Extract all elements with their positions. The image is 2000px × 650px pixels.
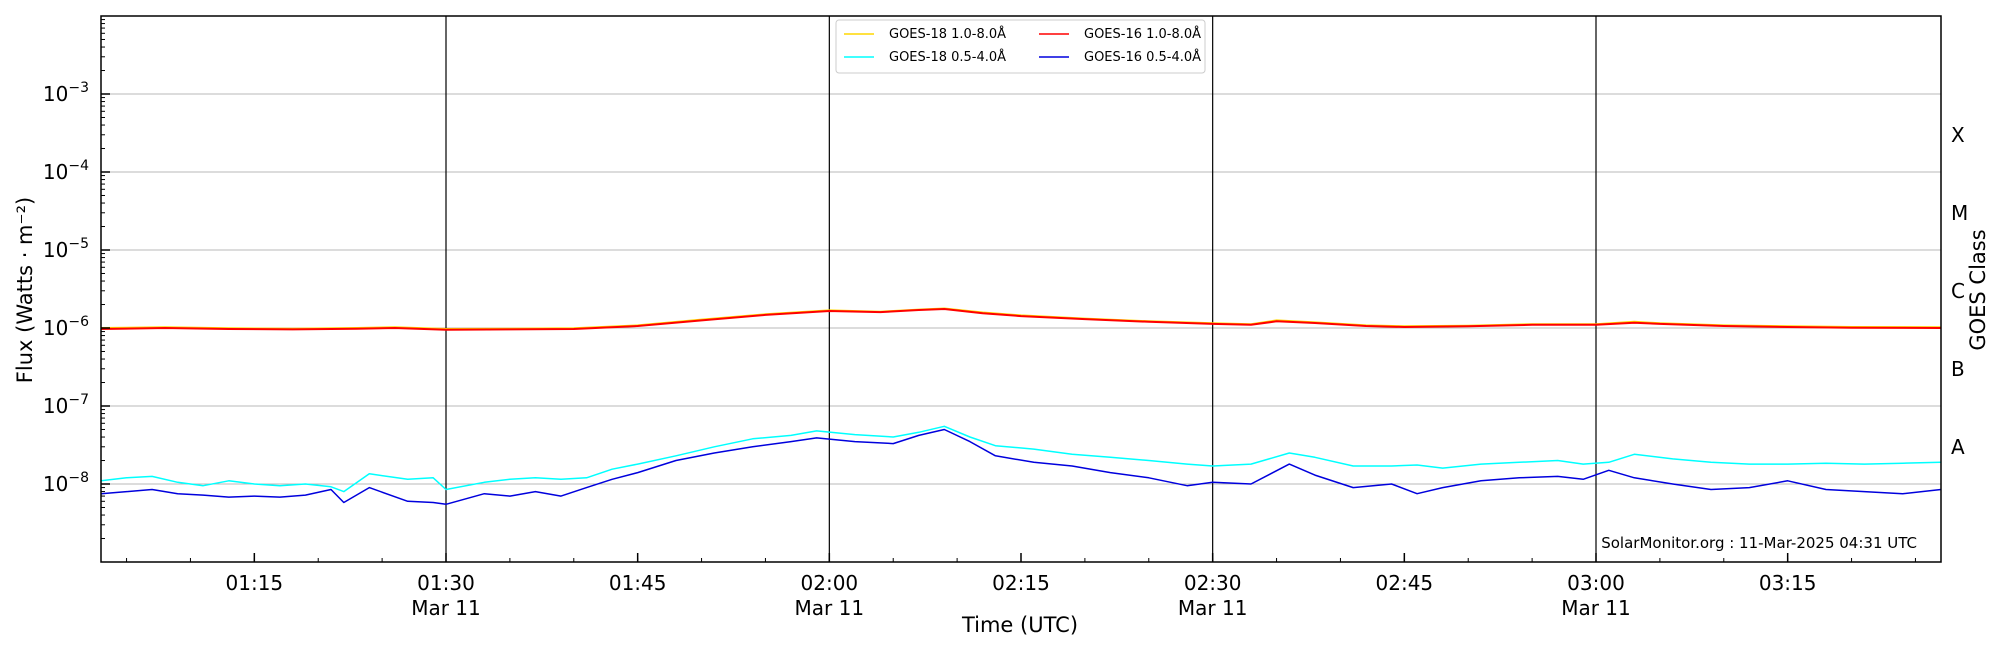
legend-label: GOES-18 0.5-4.0Å: [889, 49, 1006, 65]
goes-class-label: B: [1951, 357, 1965, 381]
series-line: [100, 307, 1942, 330]
goes-class-label: A: [1951, 435, 1965, 459]
y-axis-title: Flux (Watts · m⁻²): [13, 197, 37, 383]
series-line: [100, 308, 1942, 331]
y-tick-label: 10−5: [43, 236, 89, 262]
series-line: [100, 428, 1942, 506]
credit-text: SolarMonitor.org : 11-Mar-2025 04:31 UTC: [1601, 534, 1917, 552]
legend-label: GOES-16 1.0-8.0Å: [1084, 26, 1201, 42]
goes-class-labels: A B C M X: [1951, 123, 1968, 459]
y-tick-label: 10−3: [43, 80, 89, 106]
y-tick-label: 10−7: [43, 392, 89, 418]
series-line: [100, 425, 1942, 493]
y-tick-label: 10−4: [43, 158, 89, 184]
x-tick-date-label: Mar 11: [1178, 596, 1248, 620]
chart-legend: GOES-18 1.0-8.0Å GOES-18 0.5-4.0Å GOES-16 …: [835, 19, 1206, 74]
legend-box: [835, 19, 1206, 74]
x-tick-label: 03:15: [1759, 571, 1817, 595]
y-tick-label: 10−8: [43, 470, 89, 496]
x-tick-label: 02:30: [1184, 571, 1242, 595]
x-tick-date-label: Mar 11: [1561, 596, 1631, 620]
x-tick-label: 02:15: [992, 571, 1050, 595]
x-tick-label: 01:45: [609, 571, 667, 595]
plot-frame: [100, 15, 1942, 563]
x-tick-label: 02:45: [1376, 571, 1434, 595]
flux-series: [100, 307, 1942, 506]
x-tick-label: 01:15: [226, 571, 284, 595]
y-axis-ticks: 10−8 10−7 10−6 10−5 10−4 10−3: [43, 19, 110, 540]
x-tick-label: 01:30: [417, 571, 475, 595]
y-tick-label: 10−6: [43, 314, 89, 340]
x-tick-date-label: Mar 11: [411, 596, 481, 620]
goes-class-label: X: [1951, 123, 1965, 147]
goes-class-label: M: [1951, 201, 1968, 225]
legend-label: GOES-16 0.5-4.0Å: [1084, 49, 1201, 65]
goes-class-label: C: [1951, 279, 1965, 303]
x-axis-title: Time (UTC): [961, 613, 1078, 637]
x-tick-label: 02:00: [801, 571, 859, 595]
day-marker-lines: [445, 16, 1597, 562]
grid-lines: [101, 93, 1941, 485]
right-axis-title: GOES Class: [1966, 229, 1990, 350]
x-tick-label: 03:00: [1567, 571, 1625, 595]
x-tick-date-label: Mar 11: [795, 596, 865, 620]
legend-label: GOES-18 1.0-8.0Å: [889, 26, 1006, 42]
